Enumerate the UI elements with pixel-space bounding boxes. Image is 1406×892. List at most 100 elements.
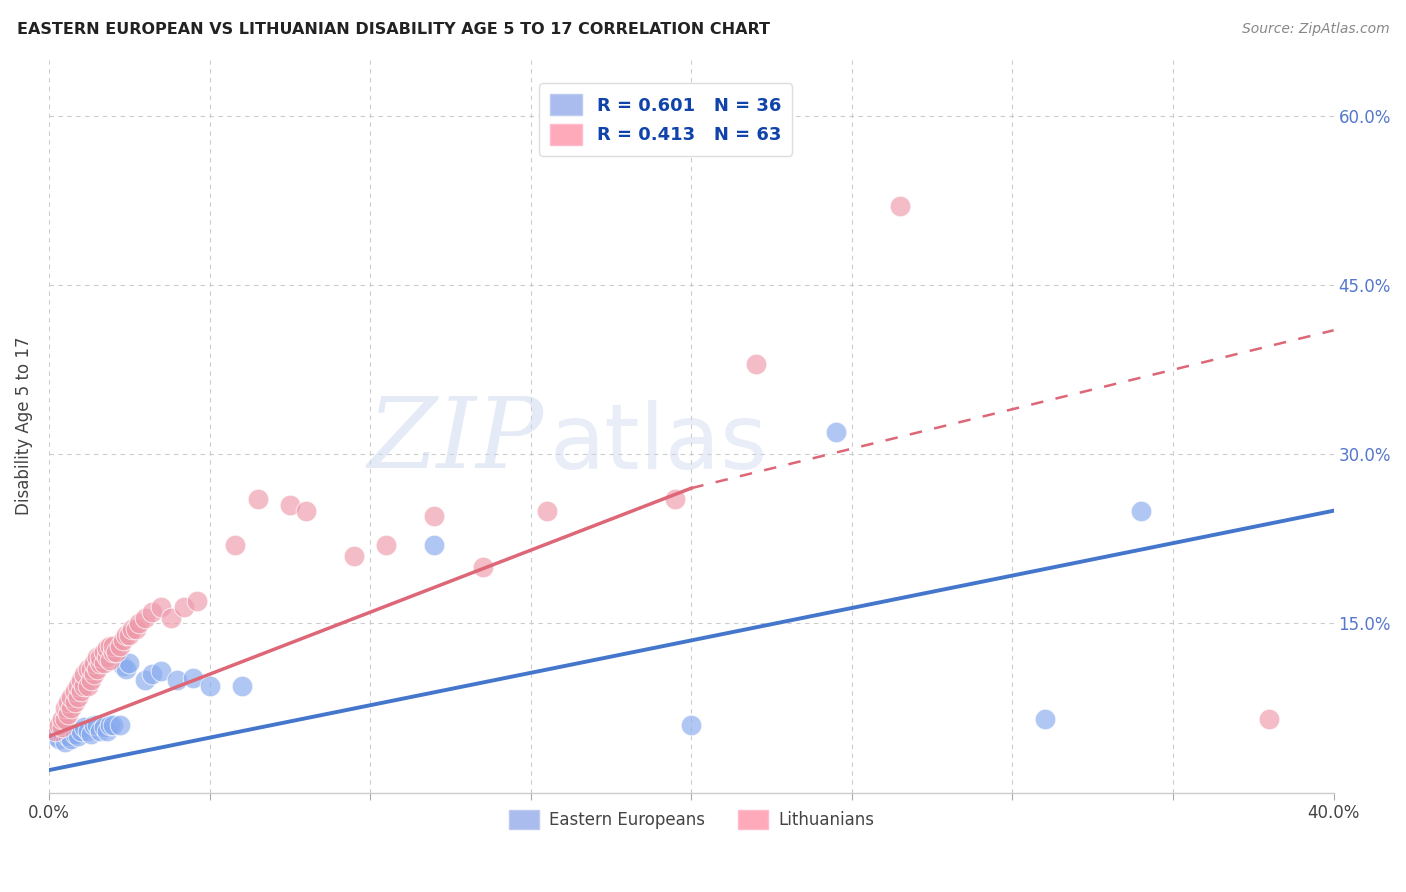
Point — [471, 560, 494, 574]
Point — [824, 425, 846, 439]
Point — [76, 679, 98, 693]
Text: atlas: atlas — [550, 401, 768, 489]
Point — [89, 723, 111, 738]
Point — [111, 659, 134, 673]
Point — [423, 537, 446, 551]
Point — [73, 679, 96, 693]
Point — [48, 718, 70, 732]
Point — [115, 628, 138, 642]
Point — [1258, 712, 1281, 726]
Point — [246, 492, 269, 507]
Point — [80, 673, 103, 687]
Point — [98, 652, 121, 666]
Point — [173, 599, 195, 614]
Point — [63, 684, 86, 698]
Point — [183, 671, 205, 685]
Point — [141, 605, 163, 619]
Point — [83, 656, 105, 670]
Point — [536, 504, 558, 518]
Point — [70, 684, 93, 698]
Point — [108, 718, 131, 732]
Point — [51, 720, 73, 734]
Point — [83, 667, 105, 681]
Point — [86, 718, 108, 732]
Point — [150, 599, 173, 614]
Point — [86, 662, 108, 676]
Point — [76, 723, 98, 738]
Point — [80, 727, 103, 741]
Point — [66, 690, 89, 704]
Point — [63, 695, 86, 709]
Point — [186, 594, 208, 608]
Point — [86, 650, 108, 665]
Point — [141, 667, 163, 681]
Point — [295, 504, 318, 518]
Point — [160, 611, 183, 625]
Point — [103, 645, 125, 659]
Point — [89, 650, 111, 665]
Point — [103, 718, 125, 732]
Point — [111, 633, 134, 648]
Point — [60, 731, 83, 746]
Point — [198, 679, 221, 693]
Point — [58, 729, 80, 743]
Text: EASTERN EUROPEAN VS LITHUANIAN DISABILITY AGE 5 TO 17 CORRELATION CHART: EASTERN EUROPEAN VS LITHUANIAN DISABILIT… — [17, 22, 770, 37]
Point — [44, 723, 66, 738]
Point — [343, 549, 366, 563]
Point — [105, 645, 128, 659]
Point — [150, 664, 173, 678]
Point — [53, 735, 76, 749]
Point — [44, 729, 66, 743]
Point — [98, 718, 121, 732]
Point — [96, 650, 118, 665]
Point — [103, 639, 125, 653]
Point — [63, 727, 86, 741]
Point — [128, 616, 150, 631]
Point — [73, 667, 96, 681]
Point — [278, 498, 301, 512]
Point — [73, 720, 96, 734]
Point — [60, 690, 83, 704]
Point — [93, 720, 115, 734]
Point — [60, 701, 83, 715]
Point — [889, 199, 911, 213]
Point — [1033, 712, 1056, 726]
Point — [93, 656, 115, 670]
Point — [231, 679, 253, 693]
Point — [80, 662, 103, 676]
Point — [375, 537, 398, 551]
Point — [51, 727, 73, 741]
Point — [166, 673, 188, 687]
Point — [93, 645, 115, 659]
Point — [51, 712, 73, 726]
Point — [48, 731, 70, 746]
Text: ZIP: ZIP — [367, 393, 544, 489]
Point — [66, 679, 89, 693]
Point — [108, 639, 131, 653]
Point — [83, 718, 105, 732]
Point — [125, 622, 148, 636]
Point — [53, 701, 76, 715]
Point — [70, 673, 93, 687]
Point — [744, 357, 766, 371]
Point — [134, 673, 156, 687]
Point — [53, 723, 76, 738]
Y-axis label: Disability Age 5 to 17: Disability Age 5 to 17 — [15, 337, 32, 516]
Legend: Eastern Europeans, Lithuanians: Eastern Europeans, Lithuanians — [502, 803, 880, 836]
Point — [58, 706, 80, 721]
Point — [89, 656, 111, 670]
Text: Source: ZipAtlas.com: Source: ZipAtlas.com — [1241, 22, 1389, 37]
Point — [70, 723, 93, 738]
Point — [224, 537, 246, 551]
Point — [96, 641, 118, 656]
Point — [96, 723, 118, 738]
Point — [53, 712, 76, 726]
Point — [118, 628, 141, 642]
Point — [664, 492, 686, 507]
Point — [76, 662, 98, 676]
Point — [118, 656, 141, 670]
Point — [423, 509, 446, 524]
Point — [58, 695, 80, 709]
Point — [134, 611, 156, 625]
Point — [66, 729, 89, 743]
